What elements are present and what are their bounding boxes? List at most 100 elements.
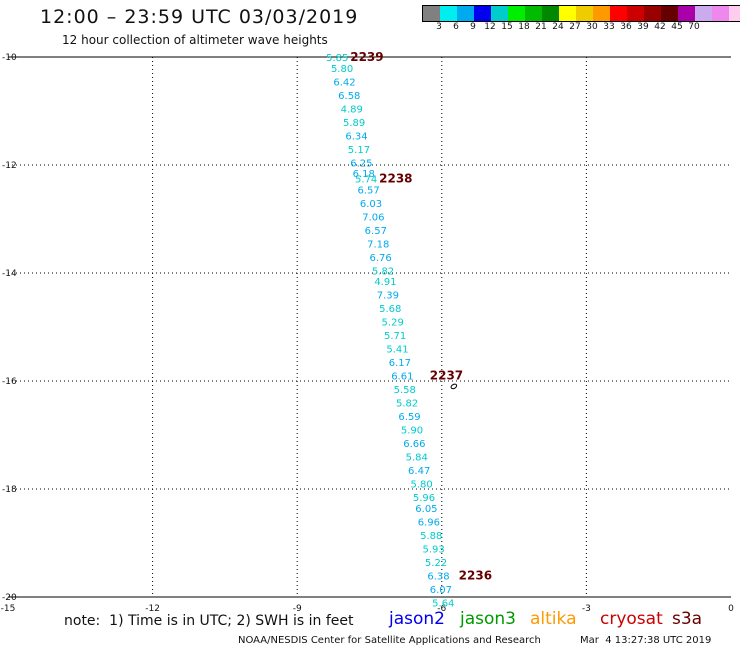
legend-swatch [593,6,610,21]
legend-label: 12 [484,22,496,32]
track-time-labels: 2239 2238 2237 2236 [350,50,492,582]
wave-height-value: 6.03 [360,199,382,210]
wave-height-value: 5.89 [343,118,365,129]
x-tick-label: -6 [437,604,446,614]
wave-height-value: 6.76 [370,253,392,264]
legend-label: 6 [453,22,459,32]
x-tick-label: -12 [145,604,160,614]
track-end-marker [450,383,458,390]
legend-label: 3 [436,22,442,32]
y-tick-label: -18 [2,485,17,495]
x-tick-label: -15 [1,604,16,614]
wave-height-value: 6.18 [353,169,375,180]
legend-label: 39 [637,22,649,32]
wave-height-value: 6.57 [357,185,379,196]
legend-swatch [423,6,440,21]
wave-height-value: 5.82 [396,399,418,410]
wave-height-value: 5.64 [432,598,454,609]
wave-height-value: 6.58 [338,91,360,102]
wave-height-value: 5.82 [372,266,394,277]
legend-swatch [440,6,457,21]
legend-swatch [525,6,542,21]
wave-height-value: 5.74 [355,175,377,186]
wave-height-value: 4.91 [374,277,396,288]
legend-swatch [661,6,678,21]
satellite-altika: altika [530,609,577,629]
wave-height-value: 6.07 [430,585,452,596]
satellite-s3a: s3a [672,609,703,629]
legend-swatch [457,6,474,21]
wave-height-value: 5.71 [384,331,406,342]
satellite-cryosat: cryosat [600,609,663,629]
wave-height-values: 5.855.806.426.584.895.896.345.176.256.18… [326,53,454,609]
wave-height-value: 5.17 [348,145,370,156]
wave-height-value: 5.80 [410,480,432,491]
wave-height-value: 5.58 [394,385,416,396]
wave-height-value: 6.66 [403,439,425,450]
grid-lines [8,56,731,598]
legend-label: 45 [671,22,683,32]
legend-label: 30 [586,22,598,32]
page-subtitle: 12 hour collection of altimeter wave hei… [62,33,328,47]
axis-tick-labels: -15 -12 -9 -6 -3 0 -10 -12 -14 -16 -18 -20 [1,53,734,614]
generation-timestamp: Mar 4 13:27:38 UTC 2019 [580,635,712,646]
wave-height-value: 5.29 [382,318,404,329]
legend-label: 21 [535,22,547,32]
wave-height-value: 7.39 [377,291,399,302]
legend-swatch [559,6,576,21]
y-tick-label: -12 [2,161,17,171]
legend-label: 15 [501,22,513,32]
wave-height-value: 4.89 [341,104,363,115]
legend-swatch [491,6,508,21]
wave-height-value: 5.68 [379,304,401,315]
wave-height-value: 6.61 [391,372,413,383]
wave-height-value: 6.17 [389,358,411,369]
wave-height-value: 6.59 [398,412,420,423]
satellite-jason2: jason2 [389,609,445,629]
wave-height-value: 5.41 [386,345,408,356]
legend-label: 33 [603,22,615,32]
legend-swatch [627,6,644,21]
legend-swatch [678,6,695,21]
legend-label: 42 [654,22,666,32]
legend-swatch [644,6,661,21]
wave-height-value: 5.88 [420,531,442,542]
legend-swatch [610,6,627,21]
x-tick-label: -9 [293,604,302,614]
legend-swatch [542,6,559,21]
legend-swatch [576,6,593,21]
time-label: 2236 [459,568,492,582]
wave-height-value: 6.05 [415,504,437,515]
wave-height-value: 6.96 [418,517,440,528]
legend-swatch [474,6,491,21]
time-label: 2237 [430,369,463,383]
y-tick-label: -16 [2,377,17,387]
legend-swatch [729,6,740,21]
wave-height-value: 5.96 [413,493,435,504]
wave-height-value: 6.42 [333,77,355,88]
wave-height-value: 5.93 [423,544,445,555]
wave-height-value: 7.18 [367,239,389,250]
wave-height-value: 6.25 [350,158,372,169]
page-title: 12:00 – 23:59 UTC 03/03/2019 [40,6,359,28]
y-tick-label: -20 [2,593,17,603]
wave-height-value: 7.06 [362,212,384,223]
x-tick-label: 0 [728,604,734,614]
legend-swatch [508,6,525,21]
wave-height-value: 6.57 [365,226,387,237]
legend-swatch [695,6,712,21]
wave-height-value: 6.47 [408,466,430,477]
wave-height-value: 5.80 [331,64,353,75]
y-tick-label: -10 [2,53,17,63]
legend-label: 36 [620,22,632,32]
wave-height-value: 5.90 [401,426,423,437]
legend-swatch [712,6,729,21]
x-tick-label: -3 [582,604,591,614]
satellite-jason3: jason3 [460,609,516,629]
wave-height-value: 6.38 [427,571,449,582]
wave-height-value: 6.34 [345,131,367,142]
legend-label: 24 [552,22,564,32]
time-label: 2239 [350,50,383,64]
